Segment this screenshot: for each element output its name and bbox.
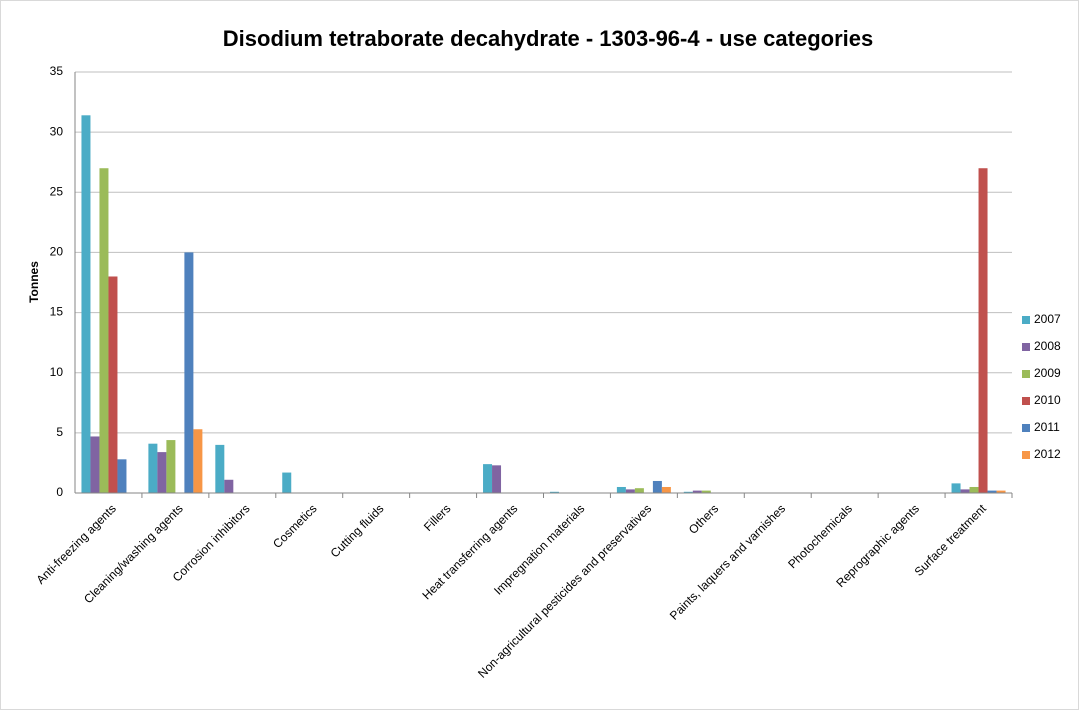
bar — [978, 168, 988, 493]
y-tick-label: 35 — [50, 64, 64, 78]
bar — [692, 490, 702, 493]
chart-title: Disodium tetraborate decahydrate - 1303-… — [223, 26, 873, 51]
bar — [117, 459, 127, 493]
bar — [166, 440, 176, 493]
bar — [960, 489, 970, 493]
bar — [987, 490, 997, 493]
bar — [549, 491, 559, 493]
legend-swatch — [1022, 343, 1030, 351]
y-tick-label: 5 — [56, 425, 63, 439]
legend-swatch — [1022, 424, 1030, 432]
legend-swatch — [1022, 451, 1030, 459]
bar — [492, 465, 502, 493]
bar — [99, 168, 109, 493]
legend-label: 2011 — [1034, 420, 1060, 434]
y-tick-label: 10 — [50, 365, 64, 379]
y-tick-label: 25 — [50, 184, 64, 198]
bar — [157, 452, 167, 493]
bar — [224, 479, 234, 493]
bar — [996, 490, 1006, 493]
bar — [625, 489, 635, 493]
y-tick-label: 15 — [50, 305, 64, 319]
bar — [683, 491, 693, 493]
bar — [951, 483, 961, 493]
bar — [616, 486, 626, 493]
bar — [282, 472, 292, 493]
bar — [108, 276, 118, 493]
bar — [634, 488, 644, 493]
bar — [701, 490, 711, 493]
bar — [148, 443, 158, 493]
bar — [483, 464, 493, 493]
legend-label: 2010 — [1034, 393, 1061, 407]
legend-swatch — [1022, 397, 1030, 405]
y-tick-label: 0 — [56, 485, 63, 499]
legend-label: 2012 — [1034, 447, 1061, 461]
legend-swatch — [1022, 316, 1030, 324]
bar — [969, 486, 979, 493]
bar — [193, 429, 203, 493]
bar — [652, 480, 662, 493]
legend-label: 2009 — [1034, 366, 1061, 380]
y-tick-label: 30 — [50, 124, 64, 138]
bar — [90, 436, 100, 493]
bar — [215, 444, 225, 493]
bar — [661, 486, 671, 493]
legend-label: 2008 — [1034, 339, 1061, 353]
bar — [184, 252, 194, 493]
y-axis-label: Tonnes — [27, 261, 41, 303]
bar — [81, 115, 91, 493]
legend-label: 2007 — [1034, 312, 1061, 326]
legend-swatch — [1022, 370, 1030, 378]
y-tick-label: 20 — [50, 245, 64, 259]
